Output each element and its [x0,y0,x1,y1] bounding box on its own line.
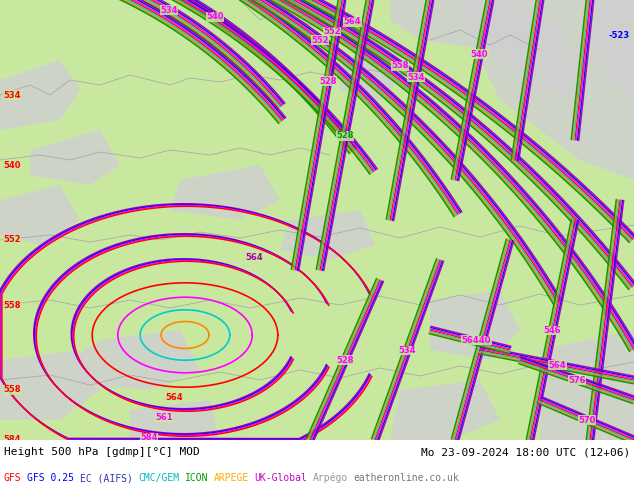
Text: Height 500 hPa [gdmp][°C] MOD: Height 500 hPa [gdmp][°C] MOD [4,447,200,457]
Text: 534: 534 [160,5,178,15]
Polygon shape [430,290,520,360]
Text: UK-Global: UK-Global [255,473,307,483]
Polygon shape [30,130,120,185]
Text: 564: 564 [165,393,183,402]
Text: 540: 540 [474,336,491,345]
Text: 552: 552 [323,27,340,36]
Polygon shape [340,40,410,100]
Text: 534: 534 [3,91,20,99]
Text: 552: 552 [3,236,21,245]
Polygon shape [170,165,280,220]
Text: 584: 584 [140,433,157,442]
Text: 558: 558 [3,300,20,310]
Polygon shape [0,185,80,245]
Text: EC (AIFS): EC (AIFS) [80,473,133,483]
Polygon shape [580,0,634,100]
Text: CMC/GEM: CMC/GEM [138,473,179,483]
Text: 528: 528 [319,77,337,86]
Text: 564: 564 [548,361,566,369]
Text: 540: 540 [206,12,224,22]
Text: 570: 570 [579,416,596,425]
Text: 528: 528 [336,356,354,365]
Text: Arpégo: Arpégo [313,473,348,483]
Text: Mo 23-09-2024 18:00 UTC (12+06): Mo 23-09-2024 18:00 UTC (12+06) [421,447,630,457]
Text: 584: 584 [3,436,20,444]
Polygon shape [460,0,634,180]
Text: 534: 534 [399,346,416,355]
Text: 576: 576 [569,376,586,385]
Text: GFS: GFS [4,473,22,483]
Polygon shape [0,60,80,130]
Polygon shape [70,330,200,390]
Text: ICON: ICON [184,473,208,483]
Text: 564: 564 [462,336,479,344]
Polygon shape [390,0,580,100]
Text: 540: 540 [470,50,488,59]
Text: 564: 564 [245,253,262,262]
Text: GFS 0.25: GFS 0.25 [27,473,74,483]
Text: 528: 528 [336,131,354,140]
Text: 546: 546 [543,326,561,335]
Text: 534: 534 [407,73,425,82]
Text: 540: 540 [3,161,20,170]
Polygon shape [280,210,375,260]
Polygon shape [0,350,100,420]
Text: 564: 564 [344,17,361,26]
Text: -523: -523 [609,30,630,40]
Polygon shape [540,330,634,440]
Bar [0,440,634,490]
Text: 558: 558 [391,61,409,70]
Text: ARPEGE: ARPEGE [214,473,249,483]
Polygon shape [390,380,500,440]
Text: 552: 552 [311,36,329,45]
Text: eatheronline.co.uk: eatheronline.co.uk [354,473,460,483]
Polygon shape [130,400,220,440]
Text: 558: 558 [3,386,20,394]
Text: 561: 561 [155,413,172,422]
